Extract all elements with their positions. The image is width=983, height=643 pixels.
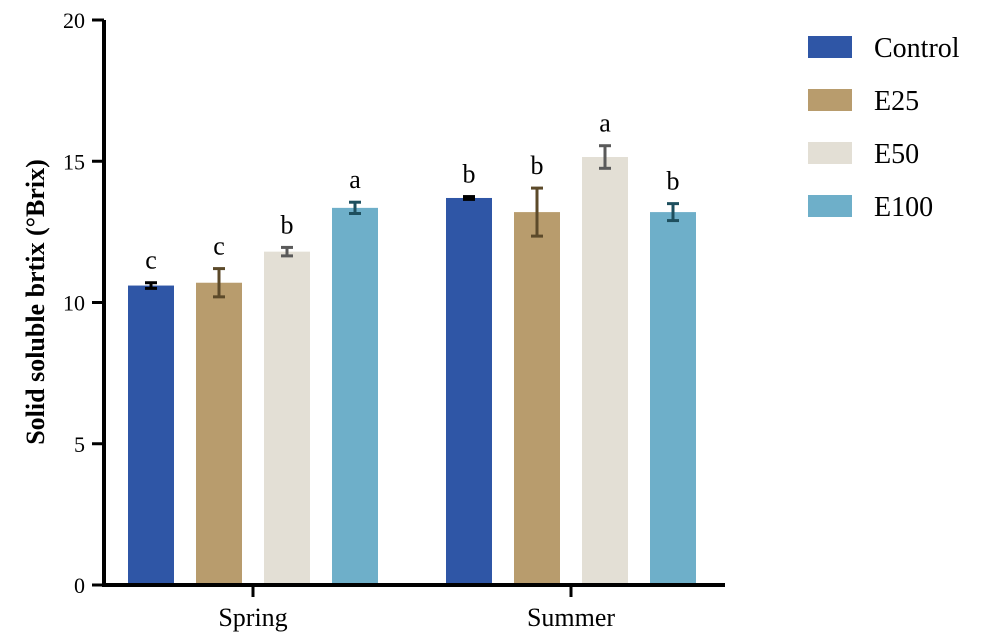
y-tick-label-0: 0	[74, 573, 85, 598]
bar-control-spring	[128, 285, 174, 585]
x-axis: Spring Summer	[102, 583, 725, 632]
bar-e25-spring	[196, 282, 242, 585]
sig-label-e50-spring: b	[281, 210, 294, 239]
sig-label-e100-spring: a	[349, 165, 361, 194]
legend-label-e25: E25	[874, 86, 919, 117]
legend: Control E25 E50 E100	[808, 33, 960, 223]
category-label-summer: Summer	[527, 603, 615, 632]
y-tick-label-2: 10	[63, 291, 85, 316]
y-tick-label-1: 5	[74, 432, 85, 457]
bar-e50-summer	[582, 157, 628, 585]
plot-area: c c b a b b a b	[128, 109, 696, 586]
category-label-spring: Spring	[218, 603, 287, 632]
sig-label-e25-summer: b	[531, 151, 544, 180]
legend-label-control: Control	[874, 33, 960, 64]
y-axis: 0 5 10 15 20	[63, 8, 106, 598]
bar-e50-spring	[264, 251, 310, 585]
legend-swatch-e25	[808, 89, 852, 111]
legend-swatch-e50	[808, 142, 852, 164]
legend-label-e50: E50	[874, 139, 919, 170]
sig-label-e50-summer: a	[599, 109, 611, 138]
bar-e25-summer	[514, 212, 560, 585]
bar-e100-spring	[332, 207, 378, 586]
y-tick-label-3: 15	[63, 149, 85, 174]
y-tick-label-4: 20	[63, 8, 85, 33]
bar-e100-summer	[650, 212, 696, 585]
legend-swatch-e100	[808, 195, 852, 217]
legend-swatch-control	[808, 36, 852, 58]
bar-control-summer	[446, 197, 492, 585]
legend-label-e100: E100	[874, 192, 933, 223]
sig-label-e100-summer: b	[667, 167, 680, 196]
sig-label-control-spring: c	[145, 246, 157, 275]
sig-label-e25-spring: c	[213, 232, 225, 261]
sig-label-control-summer: b	[463, 160, 476, 189]
y-axis-title: Solid soluble brtix (°Brix)	[21, 159, 50, 445]
